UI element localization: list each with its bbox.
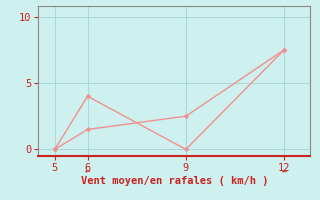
Text: ←: ← xyxy=(85,167,90,176)
X-axis label: Vent moyen/en rafales ( km/h ): Vent moyen/en rafales ( km/h ) xyxy=(81,176,268,186)
Text: ←: ← xyxy=(282,167,287,176)
